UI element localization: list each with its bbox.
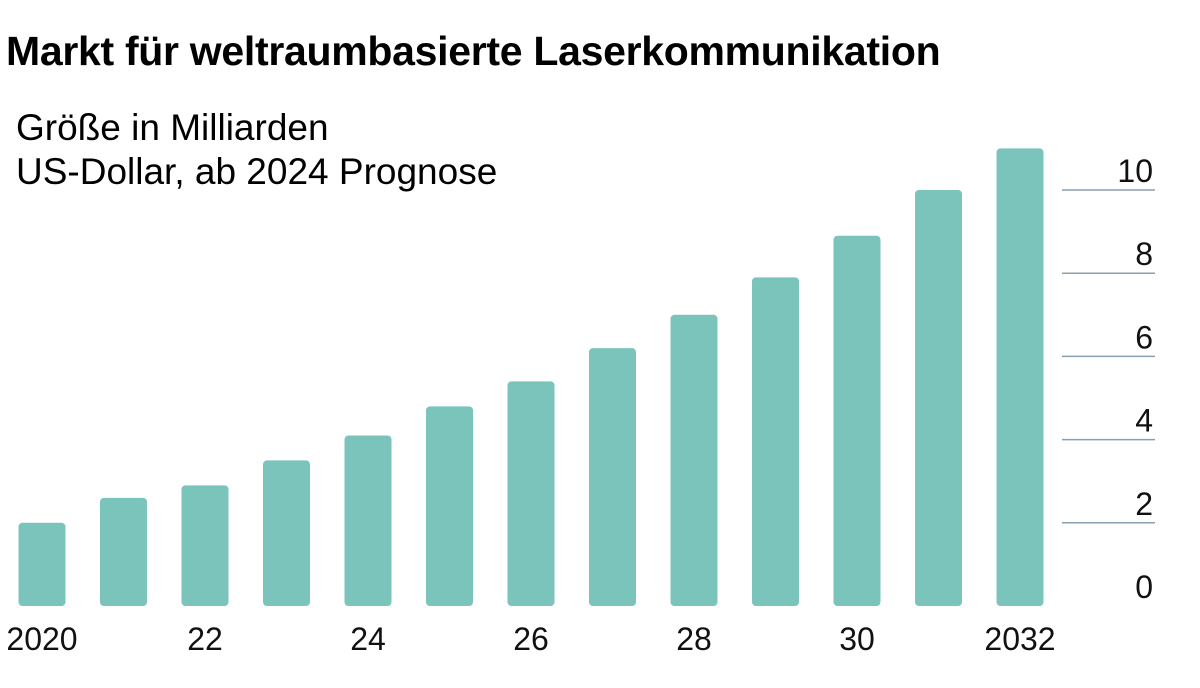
y-tick-labels: 0 2 4 6 8 10 <box>1117 153 1153 605</box>
y-tick-label-8: 8 <box>1135 236 1153 272</box>
bar-2027 <box>589 348 636 606</box>
subtitle-line-1: Größe in Milliarden <box>16 107 329 148</box>
x-tick-labels: 2020 22 24 26 28 30 2032 <box>6 621 1055 657</box>
y-grid <box>1062 189 1155 524</box>
bar-2028 <box>670 314 718 606</box>
bar-2026 <box>507 381 555 606</box>
x-tick-label-2030: 30 <box>839 621 875 657</box>
x-tick-label-2026: 26 <box>513 621 549 657</box>
bar-2031 <box>915 190 962 606</box>
y-tick-label-6: 6 <box>1135 319 1153 355</box>
y-tick-label-2: 2 <box>1135 486 1153 522</box>
bar-2025 <box>426 406 473 606</box>
bar-2024 <box>344 435 392 606</box>
y-tick-label-4: 4 <box>1135 403 1153 439</box>
y-tick-label-0: 0 <box>1135 569 1153 605</box>
y-tick-label-10: 10 <box>1117 153 1153 189</box>
x-tick-label-2020: 2020 <box>6 621 77 657</box>
x-tick-label-2032: 2032 <box>984 621 1055 657</box>
bars <box>18 148 1044 606</box>
subtitle-line-2: US-Dollar, ab 2024 Prognose <box>16 151 498 192</box>
bar-2032 <box>996 148 1044 606</box>
x-tick-label-2022: 22 <box>187 621 223 657</box>
chart-subtitle: Größe in Milliarden US-Dollar, ab 2024 P… <box>16 106 716 194</box>
bar-2021 <box>100 497 147 606</box>
bar-2023 <box>263 460 310 606</box>
x-tick-label-2024: 24 <box>350 621 386 657</box>
x-tick-label-2028: 28 <box>676 621 712 657</box>
bar-2022 <box>181 485 229 606</box>
chart-title: Markt für weltraumbasierte Laserkommunik… <box>6 28 941 74</box>
bar-2029 <box>752 277 799 606</box>
bar-2020 <box>18 522 66 606</box>
bar-2030 <box>833 235 881 606</box>
